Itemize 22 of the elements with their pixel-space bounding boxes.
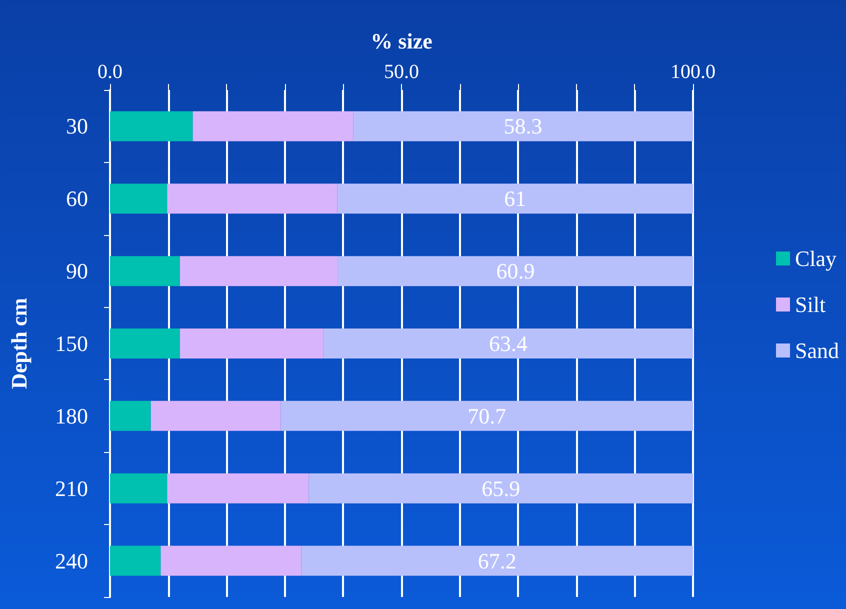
y-tick-label: 210 xyxy=(55,476,88,501)
y-tick-label: 60 xyxy=(66,186,88,212)
y-tick-label: 150 xyxy=(55,331,88,356)
legend-label: Sand xyxy=(795,338,839,363)
data-label: 65.9 xyxy=(482,476,520,501)
x-tick-label: 50.0 xyxy=(384,61,419,83)
data-label: 58.3 xyxy=(504,114,542,139)
data-label: 63.4 xyxy=(488,331,528,356)
x-tick-label: 100.0 xyxy=(670,61,716,83)
data-label: 70.7 xyxy=(468,403,506,428)
y-tick-label: 90 xyxy=(66,258,88,284)
data-label: 61 xyxy=(504,186,526,212)
y-tick-label: 30 xyxy=(66,114,88,139)
x-axis-title: % size xyxy=(370,28,433,54)
legend-label: Silt xyxy=(795,292,826,317)
y-tick-label: 180 xyxy=(55,403,88,428)
y-tick-label: 240 xyxy=(55,548,88,574)
data-label: 60.9 xyxy=(496,258,535,284)
data-label: 67.2 xyxy=(478,548,516,574)
legend-label: Clay xyxy=(795,246,837,271)
x-tick-label: 0.0 xyxy=(98,61,122,83)
y-axis-title: Depth cm xyxy=(6,298,32,390)
